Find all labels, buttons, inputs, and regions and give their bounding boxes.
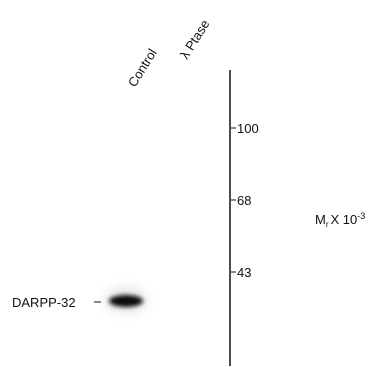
marker-label: 68	[237, 193, 251, 208]
units-text: X 10	[331, 212, 358, 227]
units-superscript: -3	[357, 211, 365, 221]
band-label: DARPP-32	[12, 295, 76, 310]
protein-band	[109, 295, 143, 307]
units-subscript: r	[326, 220, 329, 229]
marker-label: 100	[237, 121, 259, 136]
blot-figure: Control λ Ptase DARPP-32 1006843 MrX 10-…	[0, 0, 381, 367]
units-symbol: M	[315, 212, 326, 227]
marker-label: 43	[237, 265, 251, 280]
